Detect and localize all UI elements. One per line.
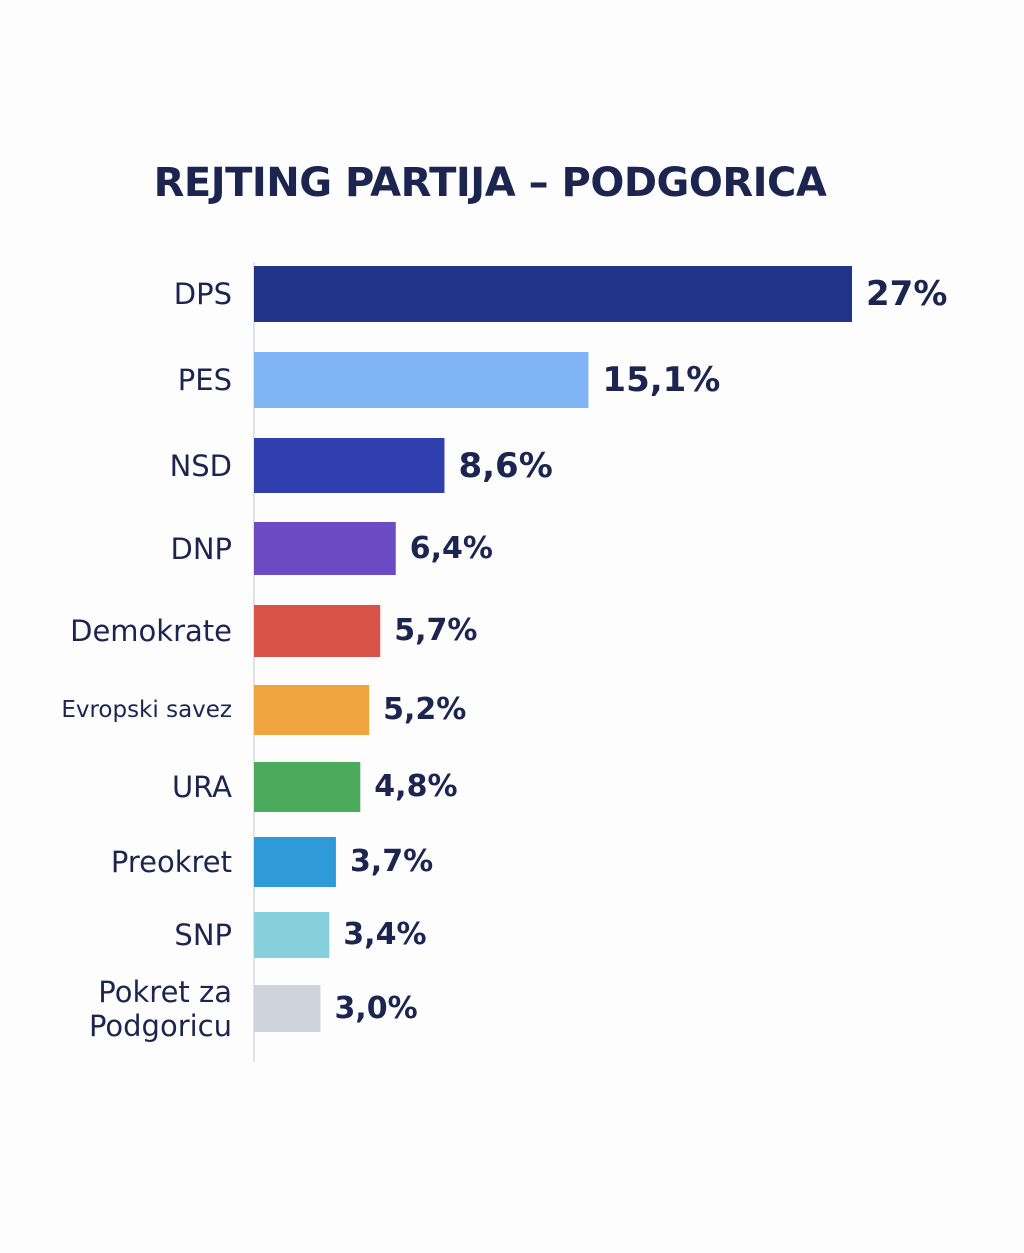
category-label: DPS xyxy=(173,277,232,311)
chart-title: REJTING PARTIJA – PODGORICA xyxy=(153,160,827,206)
category-label: Preokret xyxy=(110,845,232,879)
bar xyxy=(254,985,321,1032)
bar xyxy=(254,352,589,408)
bar xyxy=(254,522,396,575)
value-label: 3,0% xyxy=(334,990,418,1026)
bar xyxy=(254,685,370,735)
bar xyxy=(254,438,445,493)
bar xyxy=(254,266,852,322)
category-label: Pokret za Podgoricu xyxy=(88,974,232,1043)
bar xyxy=(254,912,330,958)
bar xyxy=(254,762,361,812)
value-label: 5,7% xyxy=(394,613,478,648)
bar xyxy=(254,837,336,887)
value-label: 6,4% xyxy=(409,530,493,566)
category-label: SNP xyxy=(174,918,232,952)
category-label: URA xyxy=(171,770,232,804)
value-label: 8,6% xyxy=(458,445,553,486)
category-label: Evropski savez xyxy=(61,697,232,723)
category-label: DNP xyxy=(170,531,232,566)
bar xyxy=(254,605,381,657)
value-label: 3,4% xyxy=(343,917,427,952)
value-label: 15,1% xyxy=(602,360,721,400)
category-label: PES xyxy=(177,363,232,397)
value-label: 5,2% xyxy=(383,692,467,727)
category-label: Demokrate xyxy=(70,614,232,648)
value-label: 3,7% xyxy=(349,844,434,879)
category-label: NSD xyxy=(169,448,232,483)
value-label: 4,8% xyxy=(374,769,458,804)
value-label: 27% xyxy=(866,274,948,314)
